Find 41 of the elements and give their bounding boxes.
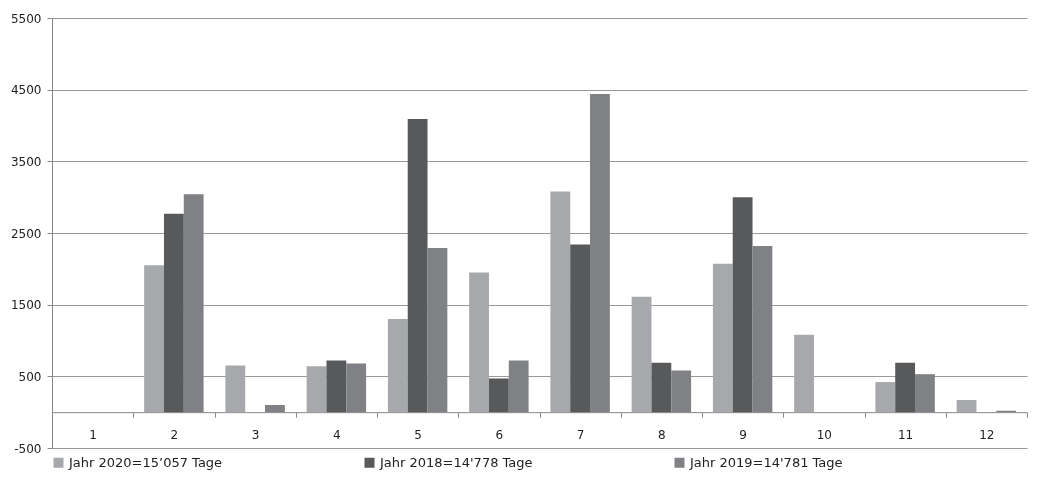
- bar: [326, 360, 347, 413]
- bar: [387, 319, 408, 413]
- legend-label: Jahr 2020=15’057 Tage: [68, 454, 223, 470]
- x-tick-label: 7: [576, 427, 585, 442]
- x-tick-label: 9: [739, 427, 747, 442]
- bar: [895, 362, 916, 413]
- y-tick-label: 3500: [10, 154, 42, 169]
- x-tick-label: 5: [414, 427, 422, 442]
- y-tick-label: 5500: [10, 11, 42, 26]
- bar: [956, 399, 977, 413]
- bar: [488, 378, 509, 413]
- x-tick-label: 8: [658, 427, 666, 442]
- y-tick-label: 2500: [10, 226, 42, 241]
- bar: [144, 265, 164, 413]
- bar: [570, 244, 591, 413]
- y-tick-label: 1500: [10, 298, 42, 313]
- x-tick-label: 11: [897, 427, 914, 442]
- bar: [163, 213, 184, 413]
- bar: [631, 296, 652, 413]
- legend-label: Jahr 2019=14'781 Tage: [689, 454, 843, 470]
- y-tick-label: 4500: [10, 83, 42, 98]
- bar: [225, 365, 246, 413]
- x-tick-label: 10: [816, 427, 833, 442]
- bar: [794, 334, 814, 413]
- bar: [651, 362, 672, 413]
- bar: [407, 119, 428, 413]
- y-tick-label: -500: [14, 441, 42, 456]
- bar: [712, 263, 733, 413]
- x-tick-label: 12: [979, 427, 995, 442]
- bar: [550, 191, 571, 413]
- bar: [875, 382, 896, 413]
- x-tick-label: 2: [170, 427, 179, 442]
- x-tick-label: 4: [333, 427, 341, 442]
- x-tick-label: 1: [89, 427, 97, 442]
- legend-label: Jahr 2018=14'778 Tage: [379, 454, 533, 470]
- y-tick-label: 500: [18, 369, 42, 384]
- x-tick-label: 3: [251, 427, 260, 442]
- x-tick-label: 6: [495, 427, 504, 442]
- bar: [306, 366, 327, 413]
- bar: [469, 272, 489, 413]
- bar: [732, 197, 753, 413]
